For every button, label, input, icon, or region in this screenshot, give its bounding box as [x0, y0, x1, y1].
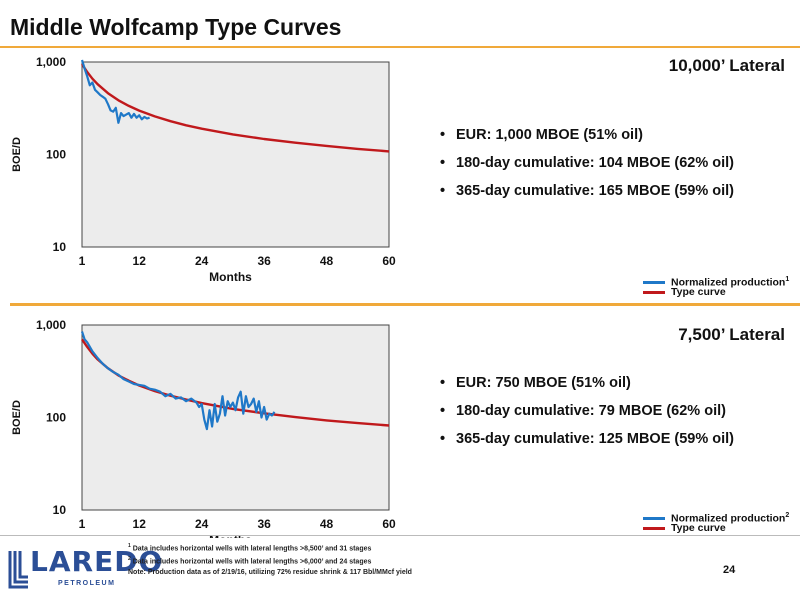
legend-swatch-normalized: [643, 517, 665, 521]
y-tick-label: 10: [53, 503, 67, 517]
x-axis-label: Months: [209, 270, 252, 284]
chart-10000-lateral: 10 100 1,000 1 12 24 36 48 60 Months BOE/D: [11, 55, 396, 284]
y-tick-label: 10: [53, 240, 67, 254]
legend-swatch-normalized: [643, 281, 665, 285]
y-tick-label: 1,000: [36, 55, 66, 69]
footer-divider: [0, 535, 800, 536]
x-tick-label: 60: [382, 517, 396, 531]
bullet-text: EUR: 1,000 MBOE (51% oil): [456, 127, 643, 143]
logo-subtitle: PETROLEUM: [58, 580, 116, 587]
logo-mark-icon: [8, 551, 28, 589]
x-tick-label: 48: [320, 517, 334, 531]
panel-2-lateral-heading: 7,500’ Lateral: [678, 325, 785, 344]
y-tick-label: 1,000: [36, 318, 66, 332]
legend-entry-normalized: Normalized production1: [643, 273, 790, 289]
bullet-text: 180-day cumulative: 79 MBOE (62% oil): [456, 403, 726, 419]
x-tick-label: 36: [257, 254, 271, 268]
bullet-item: • EUR: 1,000 MBOE (51% oil): [440, 121, 734, 149]
page-title: Middle Wolfcamp Type Curves: [10, 14, 342, 40]
x-tick-label: 60: [382, 254, 396, 268]
x-tick-label: 48: [320, 254, 334, 268]
plot-area: [81, 324, 390, 511]
page-number: 24: [723, 564, 736, 576]
bullet-text: 365-day cumulative: 165 MBOE (59% oil): [456, 183, 735, 199]
footnote-1: 1 Data includes horizontal wells with la…: [128, 541, 412, 554]
bullet-icon: •: [440, 127, 446, 143]
bullet-item: • 180-day cumulative: 79 MBOE (62% oil): [440, 397, 734, 425]
bullet-item: • 365-day cumulative: 125 MBOE (59% oil): [440, 425, 734, 453]
section-divider: [10, 303, 800, 306]
panel-2-bullets: • EUR: 750 MBOE (51% oil) • 180-day cumula…: [440, 369, 734, 453]
series-line-normalized-production: [80, 59, 150, 124]
y-axis-label: BOE/D: [11, 400, 23, 435]
footnote-2-mark: 2: [128, 556, 131, 563]
footnote-1-mark: 1: [128, 543, 131, 549]
panel-1-bullets: • EUR: 1,000 MBOE (51% oil) • 180-day cumu…: [440, 121, 734, 205]
legend-entry-normalized: Normalized production2: [643, 509, 790, 525]
x-tick-label: 12: [133, 254, 147, 268]
panel-2-legend: Normalized production2 Type curve: [643, 509, 789, 535]
legend-label-normalized: Normalized production: [671, 512, 786, 525]
y-tick-label: 100: [46, 148, 66, 162]
footnote-2: 2 Data includes horizontal wells with la…: [128, 554, 412, 567]
bullet-icon: •: [440, 375, 446, 391]
x-tick-label: 24: [195, 517, 209, 531]
legend-swatch-type-curve: [643, 526, 665, 530]
bullet-icon: •: [440, 183, 446, 199]
legend-entry-type-curve: Type curve: [643, 286, 789, 299]
series-line-normalized-production: [80, 331, 276, 431]
bullet-text: 180-day cumulative: 104 MBOE (62% oil): [456, 155, 735, 171]
x-tick-label: 24: [195, 254, 209, 268]
legend-entry-type-curve: Type curve: [643, 522, 789, 535]
bullet-text: 365-day cumulative: 125 MBOE (59% oil): [456, 431, 735, 447]
x-tick-label: 1: [79, 254, 86, 268]
footnote-note: Note: Production data as of 2/19/16, uti…: [128, 568, 412, 576]
x-tick-label: 12: [133, 517, 147, 531]
plot-area: [81, 61, 390, 248]
bullet-item: • EUR: 750 MBOE (51% oil): [440, 369, 734, 397]
panel-1-legend: Normalized production1 Type curve: [643, 273, 789, 299]
legend-label-normalized: Normalized production: [671, 276, 786, 289]
bullet-icon: •: [440, 155, 446, 171]
logo: LAREDO PETROLEUM: [8, 545, 162, 595]
logo-word: LAREDO: [30, 545, 164, 578]
series-line-type-curve: [80, 63, 390, 153]
legend-footnote-mark: 2: [785, 512, 790, 519]
legend-label-type-curve: Type curve: [671, 286, 726, 298]
bullet-icon: •: [440, 431, 446, 447]
footnote-2-text: Data includes horizontal wells with late…: [130, 558, 372, 566]
title-underline: [0, 46, 800, 48]
footnotes: 1 Data includes horizontal wells with la…: [128, 541, 412, 578]
bullet-icon: •: [440, 403, 446, 419]
footnote-1-text: Data includes horizontal wells with late…: [130, 545, 372, 553]
legend-label-type-curve: Type curve: [671, 522, 726, 534]
x-tick-label: 1: [79, 517, 86, 531]
bullet-item: • 180-day cumulative: 104 MBOE (62% oil): [440, 149, 734, 177]
y-axis-label: BOE/D: [11, 137, 23, 172]
bullet-text: EUR: 750 MBOE (51% oil): [456, 375, 631, 391]
x-tick-label: 36: [257, 517, 271, 531]
bullet-item: • 365-day cumulative: 165 MBOE (59% oil): [440, 177, 734, 205]
legend-footnote-mark: 1: [785, 276, 790, 283]
panel-1-lateral-heading: 10,000’ Lateral: [668, 56, 785, 75]
legend-swatch-type-curve: [643, 290, 665, 294]
y-tick-label: 100: [46, 411, 66, 425]
